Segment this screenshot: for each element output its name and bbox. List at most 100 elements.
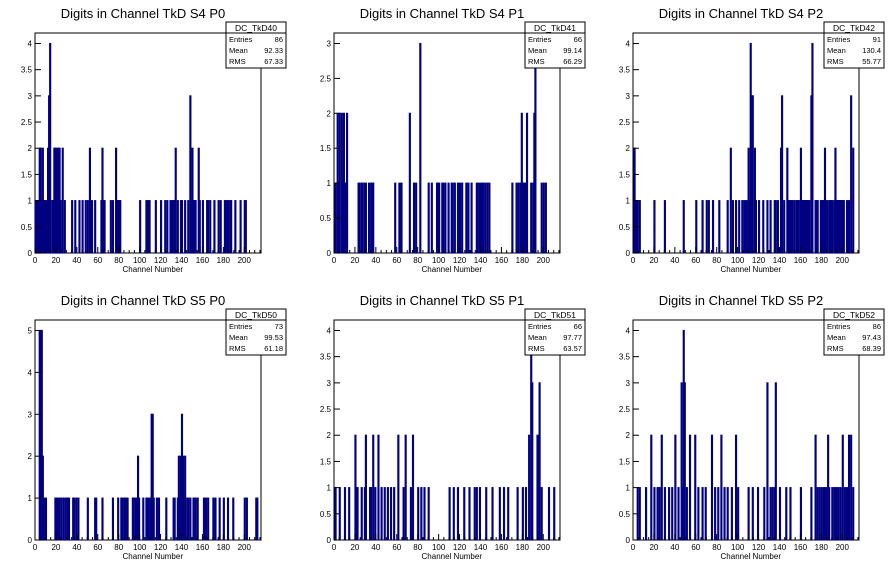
histogram-bin [743,200,746,254]
histogram-bin [212,497,215,541]
histogram-bin [160,200,163,254]
panel-s5-p1: Digits in Channel TkD S5 P1 0 0.5 1 1.5 2 2.5… [320,293,586,561]
x-tick-label: 60 [392,543,401,552]
x-tick-label: 160 [794,543,808,552]
histogram-bin [419,42,422,254]
histogram-bin [111,200,115,254]
histogram-bin [412,182,416,254]
histogram-bin [451,182,454,254]
stats-entries-value: 66 [574,35,582,44]
x-tick-label: 100 [133,256,147,265]
histogram-bin [766,200,769,254]
stats-name: DC_TkD50 [235,310,277,320]
histogram-bin [180,200,184,254]
histogram-bin [226,200,230,254]
histogram-bin [146,200,149,254]
histogram-bin [176,200,179,254]
histogram-bin [364,182,367,254]
histogram-bin [459,182,462,254]
y-tick-label: 1 [327,179,332,188]
histogram-bin [828,487,831,541]
histogram-bin [427,182,430,254]
chart-title: Digits in Channel TkD S4 P1 [360,6,525,21]
histogram-bin [763,487,766,541]
histogram-bin [224,200,228,254]
stats-rms-value: 66.29 [563,57,582,66]
stats-mean-label: Mean [528,333,547,342]
histogram-bin [491,487,494,541]
histogram-bin [701,487,704,541]
histogram-bin [852,487,855,541]
histogram-bin [671,487,674,541]
histogram-bin [468,487,471,541]
histogram-bin [502,487,506,541]
x-tick-label: 140 [773,543,787,552]
histogram-bin [553,487,556,541]
histogram-bin [521,487,524,541]
histogram-bin [456,182,460,254]
histogram-bin [356,487,359,541]
histogram-bin [430,182,433,254]
histogram-bin [196,497,199,541]
histogram-bin [174,147,177,254]
stats-entries-value: 91 [873,35,881,44]
stats-mean-value: 97.77 [563,333,582,342]
histogram-bin [730,487,733,541]
histogram-marks [636,329,855,541]
histogram-bin [822,487,826,541]
histogram-bin [774,200,777,254]
histogram-bin [789,487,792,541]
histogram-bin [86,200,89,254]
histogram-bin [538,382,541,541]
histogram-bin [814,434,817,541]
stats-box: DC_TkD52 Entries 86 Mean 97.43 RMS 68.39 [823,308,885,356]
y-tick-label: 2 [626,144,631,153]
histogram-bin [517,182,520,254]
histogram-bin [658,487,661,541]
y-tick-label: 3 [626,379,631,388]
chart-title: Digits in Channel TkD S4 P0 [61,6,226,21]
histogram-marks [334,42,547,254]
histogram-bin [383,487,386,541]
histogram-bin [845,487,849,541]
histogram-bin [507,487,510,541]
histogram-marks [34,42,247,254]
x-axis-label: Channel Number [123,552,184,561]
x-tick-label: 0 [332,543,337,552]
histogram-bin [184,455,187,541]
histogram-bin [799,487,803,541]
histogram-bin [823,147,827,254]
histogram-bin [78,200,81,254]
histogram-bin [682,200,685,254]
histogram-bin [852,147,855,254]
histogram-bin [515,182,518,254]
histogram-bin [207,200,210,254]
histogram-bin [645,487,648,541]
histogram-bin [831,487,834,541]
histogram-bin [346,112,349,254]
histogram-bin [372,182,375,254]
y-tick-label: 1.5 [21,170,33,179]
stats-box: DC_TkD41 Entries 66 Mean 99.14 RMS 66.29 [524,21,586,69]
histogram-bin [44,497,48,541]
histogram-bin [478,182,482,254]
stats-mean-value: 99.53 [264,333,283,342]
stats-entries-label: Entries [827,35,851,44]
histogram-bin [157,497,161,541]
histogram-bin [77,497,80,541]
histogram-bin [239,200,242,254]
histogram-bin [475,487,478,541]
y-tick-label: 0 [626,249,631,258]
y-tick-label: 1.5 [320,457,332,466]
x-tick-label: 40 [371,256,380,265]
histogram-bin [516,487,519,541]
histogram-bin [816,200,819,254]
x-tick-label: 20 [649,256,658,265]
histogram-bin [726,200,729,254]
histogram-bin [762,200,765,254]
histogram-bin [207,497,210,541]
x-tick-label: 140 [175,543,189,552]
x-tick-label: 180 [516,543,530,552]
stats-rms-label: RMS [827,344,844,353]
